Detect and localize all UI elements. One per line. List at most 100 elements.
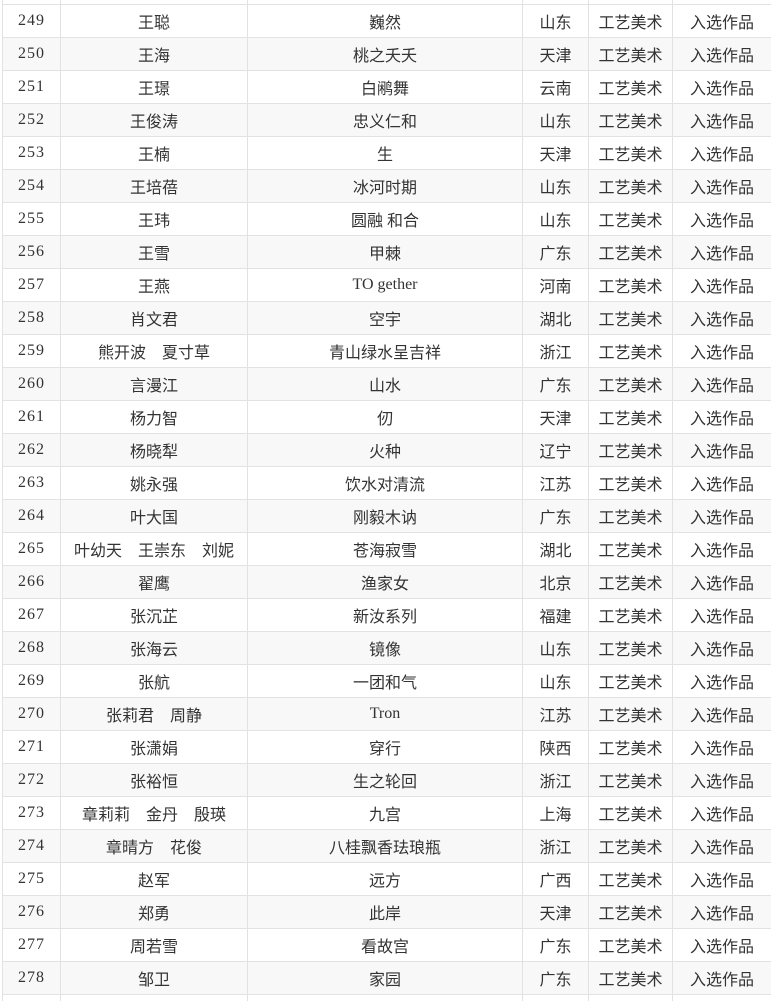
cell-entry-number: 255 bbox=[2, 202, 61, 236]
cell-category: 工艺美术 bbox=[588, 961, 673, 995]
cell-artist-name: 郑勇 bbox=[60, 895, 248, 929]
cell-province: 广西 bbox=[522, 862, 589, 896]
cell-artwork-title: 此岸 bbox=[247, 895, 523, 929]
table-row: 273 章莉莉 金丹 殷瑛 九宫 上海 工艺美术 入选作品 bbox=[2, 796, 771, 830]
cell-category: 工艺美术 bbox=[588, 829, 673, 863]
partial-row-bottom-section bbox=[2, 994, 771, 1001]
cell-artist-name: 杨力智 bbox=[60, 400, 248, 434]
cell-status: 入选作品 bbox=[672, 103, 771, 137]
cell-status: 入选作品 bbox=[672, 928, 771, 962]
cell-status: 入选作品 bbox=[672, 235, 771, 269]
cell-province: 北京 bbox=[522, 565, 589, 599]
cell-category: 工艺美术 bbox=[588, 268, 673, 302]
cell-artwork-title: 白鹇舞 bbox=[247, 70, 523, 104]
cell-category: 工艺美术 bbox=[588, 928, 673, 962]
cell-province: 山东 bbox=[522, 664, 589, 698]
cell-province: 河南 bbox=[522, 268, 589, 302]
cell-province: 广东 bbox=[522, 499, 589, 533]
cell-status: 入选作品 bbox=[672, 268, 771, 302]
cell-entry-number: 254 bbox=[2, 169, 61, 203]
cell-artwork-title: Tron bbox=[247, 697, 523, 731]
cell-province: 辽宁 bbox=[522, 433, 589, 467]
cell-province: 陕西 bbox=[522, 730, 589, 764]
cell-artist-name: 杨晓犁 bbox=[60, 433, 248, 467]
cell-entry-number: 278 bbox=[2, 961, 61, 995]
cell-status: 入选作品 bbox=[672, 565, 771, 599]
cell-category: 工艺美术 bbox=[588, 235, 673, 269]
table-row: 270 张莉君 周静 Tron 江苏 工艺美术 入选作品 bbox=[2, 697, 771, 731]
cell-entry-number: 268 bbox=[2, 631, 61, 665]
cell-artist-name: 周若雪 bbox=[60, 928, 248, 962]
cell-artwork-title: 青山绿水呈吉祥 bbox=[247, 334, 523, 368]
cell-entry-number: 249 bbox=[2, 4, 61, 38]
cell-status: 入选作品 bbox=[672, 169, 771, 203]
cell-status: 入选作品 bbox=[672, 400, 771, 434]
table-row: 252 王俊涛 忠义仁和 山东 工艺美术 入选作品 bbox=[2, 103, 771, 137]
cell-category: 工艺美术 bbox=[588, 202, 673, 236]
cell-province: 天津 bbox=[522, 37, 589, 71]
cell-status: 入选作品 bbox=[672, 631, 771, 665]
cell-category: 工艺美术 bbox=[588, 664, 673, 698]
cell-artwork-title: 空宇 bbox=[247, 301, 523, 335]
cell-artwork-title: 饮水对清流 bbox=[247, 466, 523, 500]
cell-artist-name: 叶幼天 王崇东 刘妮 bbox=[60, 532, 248, 566]
cell-category: 工艺美术 bbox=[588, 169, 673, 203]
cell-province: 湖北 bbox=[522, 532, 589, 566]
empty-cell bbox=[2, 994, 61, 1001]
cell-artwork-title: 九宫 bbox=[247, 796, 523, 830]
cell-artwork-title: 镜像 bbox=[247, 631, 523, 665]
table-row: 253 王楠 生 天津 工艺美术 入选作品 bbox=[2, 136, 771, 170]
cell-entry-number: 259 bbox=[2, 334, 61, 368]
empty-cell bbox=[247, 994, 523, 1001]
table-row: 249 王聪 巍然 山东 工艺美术 入选作品 bbox=[2, 4, 771, 38]
cell-category: 工艺美术 bbox=[588, 763, 673, 797]
cell-entry-number: 265 bbox=[2, 532, 61, 566]
cell-entry-number: 276 bbox=[2, 895, 61, 929]
cell-entry-number: 261 bbox=[2, 400, 61, 434]
cell-artwork-title: 一团和气 bbox=[247, 664, 523, 698]
cell-artwork-title: 圆融 和合 bbox=[247, 202, 523, 236]
cell-province: 天津 bbox=[522, 400, 589, 434]
cell-category: 工艺美术 bbox=[588, 697, 673, 731]
cell-category: 工艺美术 bbox=[588, 631, 673, 665]
cell-entry-number: 251 bbox=[2, 70, 61, 104]
cell-artist-name: 翟鹰 bbox=[60, 565, 248, 599]
cell-artist-name: 王玮 bbox=[60, 202, 248, 236]
cell-artwork-title: 巍然 bbox=[247, 4, 523, 38]
cell-category: 工艺美术 bbox=[588, 400, 673, 434]
cell-artist-name: 张海云 bbox=[60, 631, 248, 665]
cell-entry-number: 252 bbox=[2, 103, 61, 137]
cell-province: 广东 bbox=[522, 928, 589, 962]
cell-artwork-title: 看故宫 bbox=[247, 928, 523, 962]
cell-status: 入选作品 bbox=[672, 763, 771, 797]
cell-artist-name: 王雪 bbox=[60, 235, 248, 269]
cell-province: 广东 bbox=[522, 961, 589, 995]
table-row: 257 王燕 TO gether 河南 工艺美术 入选作品 bbox=[2, 268, 771, 302]
table-row: 278 邹卫 家园 广东 工艺美术 入选作品 bbox=[2, 961, 771, 995]
empty-cell bbox=[588, 994, 673, 1001]
cell-artwork-title: 甲棘 bbox=[247, 235, 523, 269]
cell-entry-number: 271 bbox=[2, 730, 61, 764]
cell-status: 入选作品 bbox=[672, 532, 771, 566]
cell-province: 上海 bbox=[522, 796, 589, 830]
cell-province: 浙江 bbox=[522, 829, 589, 863]
table-row: 277 周若雪 看故宫 广东 工艺美术 入选作品 bbox=[2, 928, 771, 962]
cell-artwork-title: 渔家女 bbox=[247, 565, 523, 599]
cell-status: 入选作品 bbox=[672, 433, 771, 467]
cell-artwork-title: 生 bbox=[247, 136, 523, 170]
cell-category: 工艺美术 bbox=[588, 466, 673, 500]
cell-artist-name: 张裕恒 bbox=[60, 763, 248, 797]
cell-entry-number: 250 bbox=[2, 37, 61, 71]
table-row: 272 张裕恒 生之轮回 浙江 工艺美术 入选作品 bbox=[2, 763, 771, 797]
empty-cell bbox=[60, 994, 248, 1001]
cell-entry-number: 260 bbox=[2, 367, 61, 401]
cell-artwork-title: 家园 bbox=[247, 961, 523, 995]
cell-artist-name: 王璟 bbox=[60, 70, 248, 104]
empty-cell bbox=[672, 994, 771, 1001]
table-row: 255 王玮 圆融 和合 山东 工艺美术 入选作品 bbox=[2, 202, 771, 236]
cell-province: 山东 bbox=[522, 4, 589, 38]
cell-category: 工艺美术 bbox=[588, 37, 673, 71]
cell-entry-number: 274 bbox=[2, 829, 61, 863]
cell-province: 天津 bbox=[522, 895, 589, 929]
cell-entry-number: 270 bbox=[2, 697, 61, 731]
